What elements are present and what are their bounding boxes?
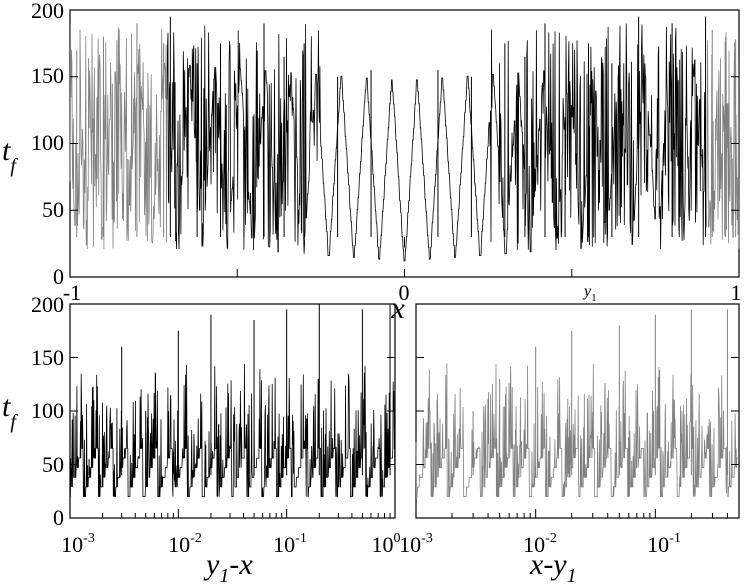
top-series-black-trace: [166, 23, 706, 262]
bottom-left-x-tick-label: 10-2: [168, 531, 202, 557]
bottom-left-panel: 0 50 100 150 200 10-3 10-2 10-1 100 tf y…: [2, 292, 401, 587]
top-panel: 0 50 100 150 200 -1 0 1 tf x y1: [2, 0, 742, 325]
top-y-axis-label: tf: [2, 134, 18, 177]
top-curves: [69, 16, 740, 262]
top-y1-annotation: y1: [582, 283, 597, 304]
bottom-left-x-tick-label: 10-1: [273, 531, 307, 557]
bottom-left-plot-frame: [69, 303, 396, 519]
bottom-left-x-axis-label: y1-x: [203, 548, 253, 587]
top-series-grey-right-trace: [705, 32, 740, 249]
top-y-tick-label: 150: [31, 63, 64, 88]
bottom-left-x-tick-label: 100: [372, 531, 401, 557]
bottom-right-curves: [415, 309, 740, 497]
top-series-grey-left-trace: [69, 24, 168, 250]
top-x-tick-label: 0: [399, 280, 410, 305]
bottom-left-curves: [70, 304, 396, 497]
top-x-tick-label: 1: [731, 280, 742, 305]
bottom-left-y-tick-label: 0: [53, 505, 64, 530]
top-ticks: [69, 9, 740, 278]
top-x-axis-label: x: [390, 292, 405, 325]
bottom-right-x-axis-label: x-y1: [529, 548, 577, 587]
bottom-left-ticks: [69, 303, 396, 519]
bottom-left-y-tick-label: 100: [31, 398, 64, 423]
top-y-tick-label: 0: [53, 264, 64, 289]
top-x-tick-label: -1: [63, 280, 81, 305]
bottom-right-ticks: [415, 303, 740, 519]
top-y-tick-label: 50: [42, 197, 64, 222]
bottom-left-y-tick-label: 50: [42, 452, 64, 477]
top-y-tick-label: 100: [31, 130, 64, 155]
bottom-left-x-tick-label: 10-3: [61, 531, 95, 557]
top-y-tick-label: 200: [31, 0, 64, 23]
bottom-right-x-tick-label: 10-2: [523, 531, 557, 557]
bottom-left-y-axis-label: tf: [2, 390, 18, 433]
bottom-right-panel: 10-3 10-2 10-1 x-y1: [399, 303, 740, 587]
bottom-right-x-tick-label: 10-3: [399, 531, 433, 557]
bottom-right-x-tick-label: 10-1: [647, 531, 681, 557]
bottom-right-series-trace: [415, 363, 740, 497]
bottom-left-y-tick-label: 200: [31, 292, 64, 317]
bottom-left-series-trace: [70, 363, 396, 497]
bottom-left-y-tick-label: 150: [31, 345, 64, 370]
